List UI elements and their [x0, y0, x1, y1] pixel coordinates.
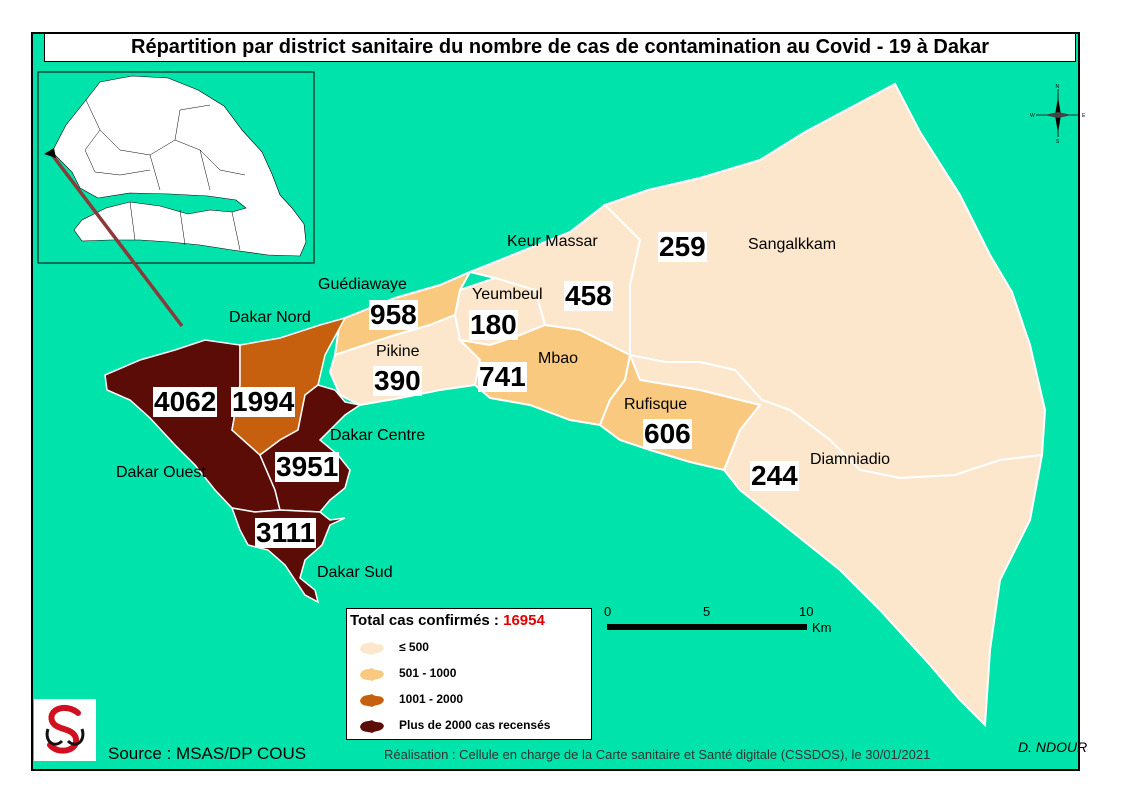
author-text: D. NDOUR — [1018, 739, 1088, 755]
count-dakar-nord: 1994 — [231, 386, 296, 417]
legend-label-le-500: ≤ 500 — [399, 640, 429, 654]
inset-pointer-line — [48, 150, 184, 328]
count-dakar-sud: 3111 — [255, 517, 317, 548]
count-dakar-ouest: 4062 — [153, 386, 218, 417]
label-rufisque: Rufisque — [624, 396, 688, 413]
svg-text:N: N — [1056, 84, 1060, 90]
label-dakar-sud: Dakar Sud — [317, 564, 393, 581]
scale-unit: Km — [812, 620, 832, 635]
swatch-over-2000 — [360, 720, 384, 733]
legend-title: Total cas confirmés : 16954 — [350, 612, 545, 629]
count-keur-massar: 458 — [564, 280, 613, 311]
svg-text:W: W — [1030, 113, 1035, 119]
count-rufisque: 606 — [643, 418, 692, 449]
inset-senegal — [51, 75, 307, 257]
label-keur-massar: Keur Massar — [507, 233, 598, 250]
north-arrow-icon: N E W S — [1030, 84, 1086, 145]
label-dakar-ouest: Dakar Ouest — [116, 464, 206, 481]
count-mbao: 741 — [478, 361, 527, 392]
legend: Total cas confirmés : 16954 ≤ 500 501 - … — [346, 608, 592, 740]
count-sangalkkam: 259 — [658, 231, 707, 262]
count-pikine: 390 — [373, 365, 422, 396]
legend-title-text: Total cas confirmés : — [350, 612, 499, 629]
map-title: Répartition par district sanitaire du no… — [44, 33, 1076, 62]
label-mbao: Mbao — [538, 350, 579, 367]
count-diamniadio: 244 — [750, 460, 799, 491]
svg-text:E: E — [1082, 113, 1086, 119]
swatch-le-500 — [360, 642, 384, 655]
legend-total: 16954 — [503, 612, 545, 629]
legend-label-over-2000: Plus de 2000 cas recensés — [399, 718, 551, 732]
health-ministry-logo-icon — [34, 699, 96, 761]
label-dakar-nord: Dakar Nord — [229, 309, 311, 326]
label-guediawaye: Guédiawaye — [318, 276, 407, 293]
label-pikine: Pikine — [376, 343, 420, 360]
swatch-501-1000 — [360, 668, 384, 681]
label-sangalkkam: Sangalkkam — [748, 236, 837, 253]
legend-label-501-1000: 501 - 1000 — [399, 666, 457, 680]
swatch-1001-2000 — [360, 694, 384, 707]
district-rufisque[interactable] — [598, 351, 762, 472]
count-dakar-centre: 3951 — [275, 451, 340, 482]
label-yeumbeul: Yeumbeul — [472, 286, 543, 303]
label-dakar-centre: Dakar Centre — [330, 427, 426, 444]
inset-pointer-marker — [44, 148, 56, 158]
scale-tick-0: 0 — [604, 604, 612, 619]
inset-regions — [84, 99, 246, 251]
label-diamniadio: Diamniadio — [810, 451, 891, 468]
count-guediawaye: 958 — [369, 299, 418, 330]
svg-text:S: S — [1056, 139, 1060, 145]
count-yeumbeul: 180 — [469, 309, 518, 340]
scale-tick-5: 5 — [703, 604, 711, 619]
legend-label-1001-2000: 1001 - 2000 — [399, 692, 464, 706]
source-text: Source : MSAS/DP COUS — [108, 744, 307, 763]
scale-tick-10: 10 — [799, 604, 814, 619]
scale-bar — [607, 624, 807, 630]
realisation-text: Réalisation : Cellule en charge de la Ca… — [384, 747, 931, 762]
